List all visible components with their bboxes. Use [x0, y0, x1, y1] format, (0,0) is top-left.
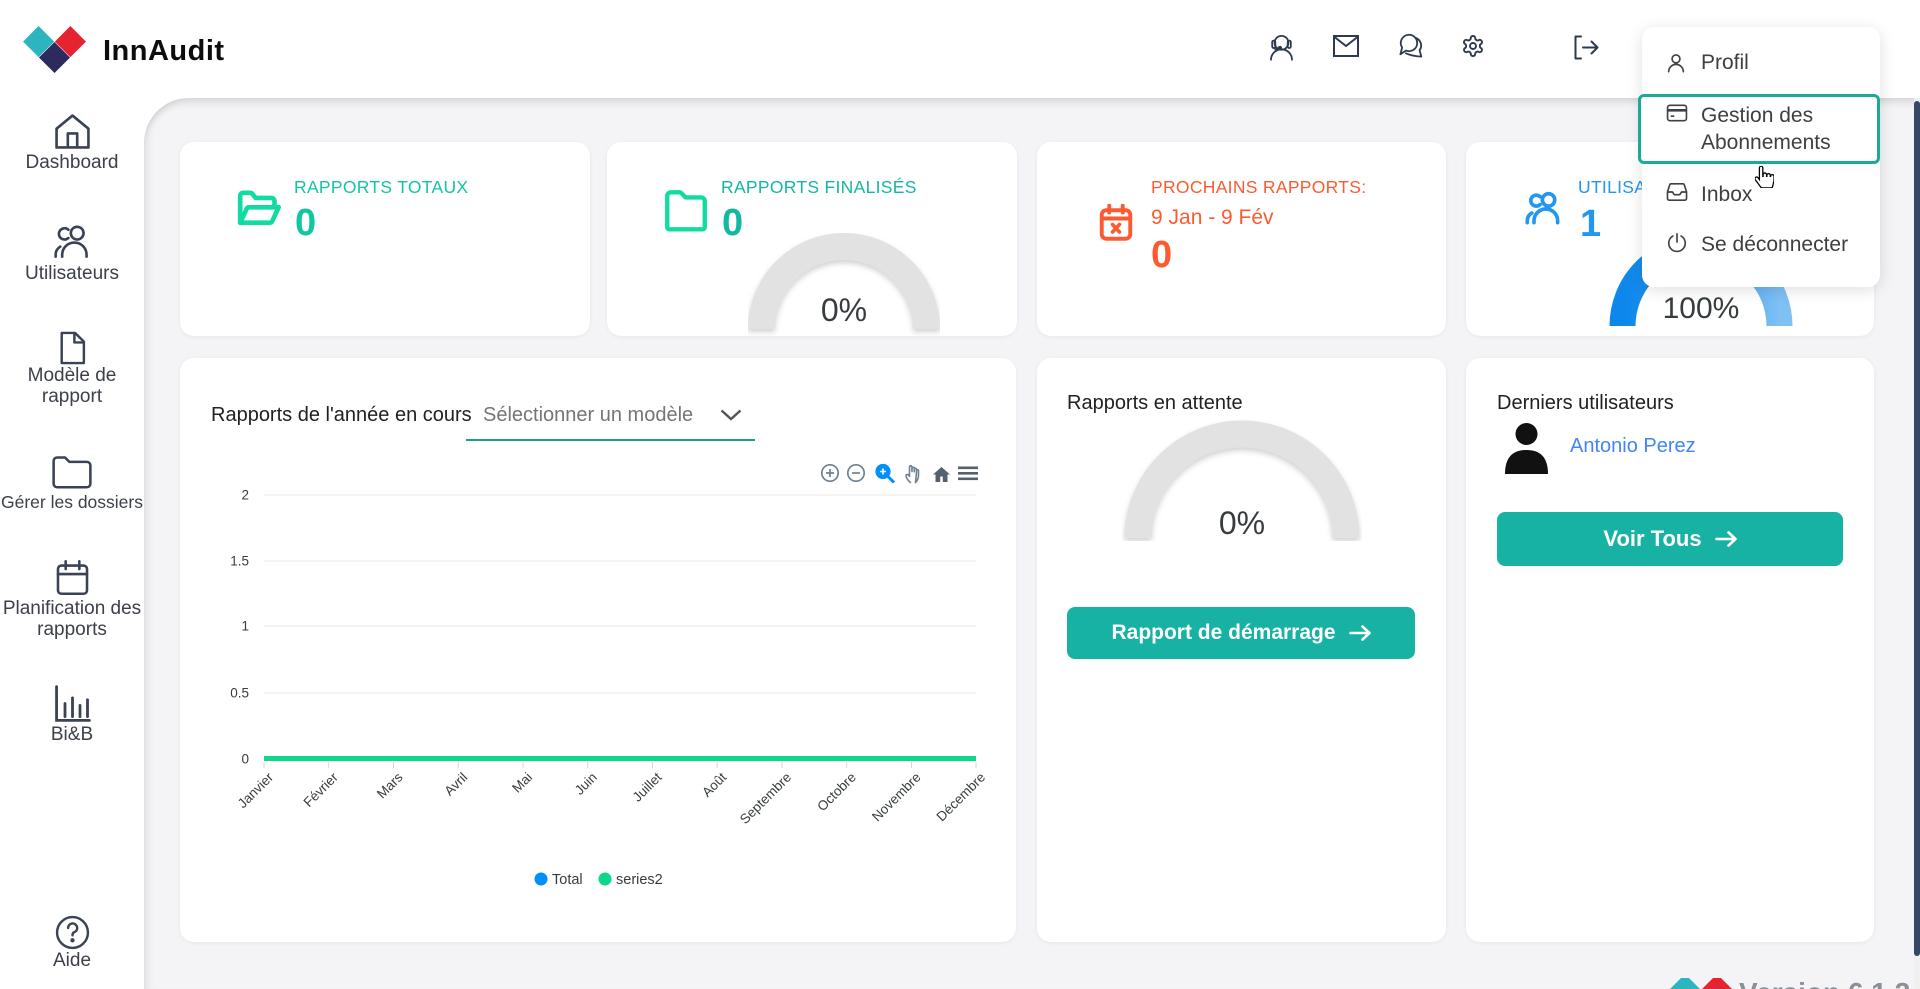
- svg-text:Mai: Mai: [509, 770, 535, 796]
- svg-text:Juillet: Juillet: [630, 769, 665, 804]
- svg-text:0%: 0%: [1219, 505, 1265, 541]
- svg-text:0%: 0%: [821, 292, 867, 328]
- svg-text:Octobre: Octobre: [814, 770, 859, 815]
- svg-text:Août: Août: [699, 769, 729, 799]
- svg-text:0.5: 0.5: [230, 686, 249, 701]
- svg-text:Juin: Juin: [572, 770, 600, 798]
- svg-text:0: 0: [241, 752, 249, 767]
- svg-text:Total: Total: [552, 872, 583, 888]
- svg-text:2: 2: [241, 488, 249, 503]
- svg-text:100%: 100%: [1663, 292, 1740, 325]
- svg-text:Décembre: Décembre: [934, 770, 989, 825]
- svg-text:series2: series2: [616, 872, 663, 888]
- svg-text:Mars: Mars: [374, 769, 406, 801]
- svg-text:Septembre: Septembre: [737, 770, 794, 827]
- svg-text:1: 1: [241, 619, 249, 634]
- svg-text:Janvier: Janvier: [235, 769, 277, 811]
- svg-text:1.5: 1.5: [230, 554, 249, 569]
- svg-text:Février: Février: [301, 769, 342, 810]
- svg-text:Novembre: Novembre: [869, 770, 924, 825]
- svg-text:Avril: Avril: [441, 770, 470, 799]
